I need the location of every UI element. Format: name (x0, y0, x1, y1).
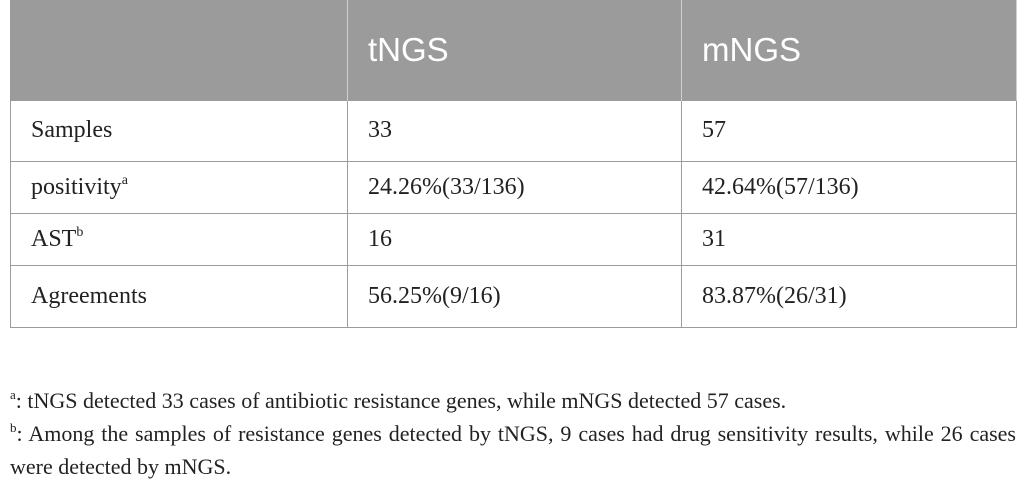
mngs-value-cell: 57 (681, 99, 1017, 162)
row-label: AST (31, 225, 77, 252)
table-header: tNGS mNGS (10, 0, 1017, 100)
table-row-agreements: Agreements 56.25%(9/16) 83.87%(26/31) (10, 264, 1017, 328)
footnote-b: b: Among the samples of resistance genes… (10, 419, 1016, 482)
tngs-value-cell: 16 (347, 212, 682, 266)
mngs-value-cell: 31 (681, 212, 1017, 266)
tngs-value-cell: 24.26%(33/136) (347, 160, 682, 214)
row-label-cell: positivitya (10, 160, 348, 214)
footnote-text: : Among the samples of resistance genes … (10, 421, 1016, 479)
table-row-positivity: positivitya 24.26%(33/136) 42.64%(57/136… (10, 160, 1017, 214)
mngs-value-cell: 83.87%(26/31) (681, 264, 1017, 328)
row-label: positivity (31, 173, 122, 200)
header-cell-tngs: tNGS (347, 0, 682, 100)
footnote-a: a: tNGS detected 33 cases of antibiotic … (10, 386, 1016, 419)
table-row-ast: ASTb 16 31 (10, 212, 1017, 266)
header-cell-empty (10, 0, 348, 100)
comparison-table: tNGS mNGS Samples 33 57 positivitya 24.2… (10, 0, 1017, 328)
row-label: Samples (31, 117, 113, 143)
tngs-value-cell: 56.25%(9/16) (347, 264, 682, 328)
footnote-marker: a (121, 172, 128, 188)
table-footnotes: a: tNGS detected 33 cases of antibiotic … (10, 386, 1016, 482)
row-label-cell: Samples (10, 99, 348, 162)
row-label: Agreements (31, 282, 147, 309)
footnote-text: : tNGS detected 33 cases of antibiotic r… (15, 388, 787, 413)
footnote-mark: a (10, 387, 16, 402)
table-row-samples: Samples 33 57 (10, 99, 1017, 162)
footnote-mark: b (10, 420, 17, 435)
row-label-cell: Agreements (10, 264, 348, 328)
row-label-cell: ASTb (10, 212, 348, 266)
mngs-value-cell: 42.64%(57/136) (681, 160, 1017, 214)
header-cell-mngs: mNGS (681, 0, 1017, 100)
footnote-marker: b (76, 224, 84, 240)
tngs-value-cell: 33 (347, 99, 682, 162)
table-body: Samples 33 57 positivitya 24.26%(33/136)… (10, 99, 1017, 328)
header-row: tNGS mNGS (10, 0, 1017, 100)
